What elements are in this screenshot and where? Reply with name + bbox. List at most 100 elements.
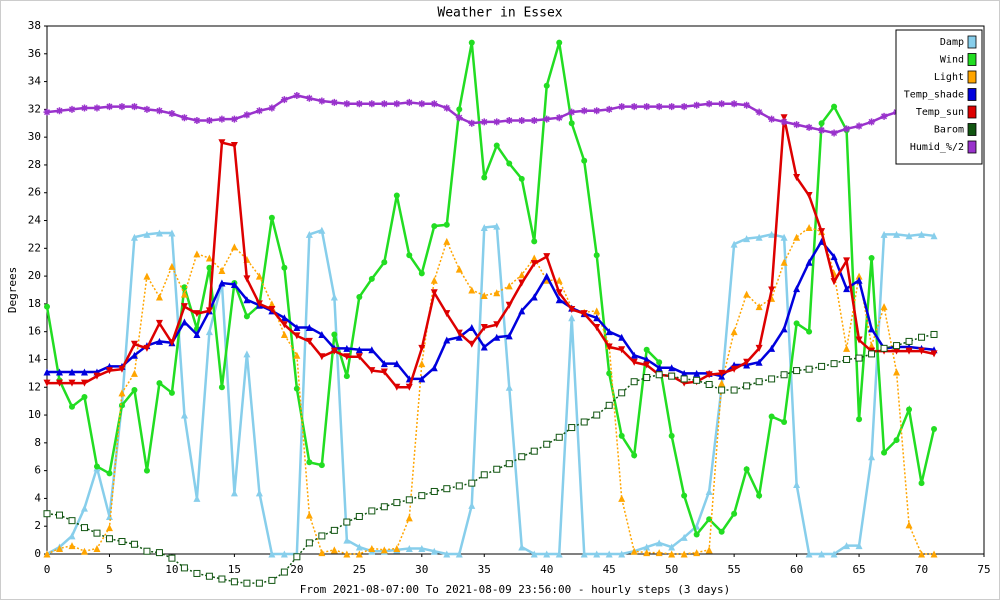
point <box>718 379 726 387</box>
point <box>380 546 388 554</box>
point <box>618 389 626 397</box>
point <box>643 346 650 353</box>
point <box>393 192 400 199</box>
point <box>418 100 426 108</box>
point <box>305 539 313 547</box>
y-tick-label: 30 <box>28 130 41 143</box>
point <box>105 367 113 375</box>
point <box>480 324 488 332</box>
point <box>543 115 551 123</box>
point <box>906 406 913 413</box>
point <box>131 387 138 394</box>
point <box>143 272 151 280</box>
point <box>80 524 88 532</box>
point <box>593 411 601 419</box>
point <box>756 492 763 499</box>
point <box>618 103 626 111</box>
point <box>693 101 701 109</box>
point <box>143 230 151 238</box>
point <box>868 342 876 350</box>
point <box>105 512 113 520</box>
point <box>255 107 263 115</box>
point <box>755 378 763 386</box>
point <box>493 222 501 230</box>
point <box>855 542 863 550</box>
point <box>455 333 463 341</box>
point <box>568 305 576 313</box>
point <box>343 536 351 544</box>
point <box>218 575 226 583</box>
point <box>805 123 813 131</box>
legend-swatch <box>967 70 977 84</box>
point <box>405 496 413 504</box>
point <box>605 550 613 558</box>
point <box>543 272 551 280</box>
point <box>655 364 663 372</box>
point <box>218 139 226 147</box>
point <box>205 116 213 124</box>
point <box>518 543 526 551</box>
point <box>130 540 138 548</box>
point <box>330 546 338 554</box>
point <box>418 544 426 552</box>
point <box>155 549 163 557</box>
point <box>180 318 188 326</box>
point <box>105 524 113 532</box>
point <box>330 98 338 106</box>
point <box>393 100 401 108</box>
point <box>368 100 376 108</box>
point <box>568 120 575 127</box>
point <box>368 367 376 375</box>
point <box>505 282 513 290</box>
point <box>330 293 338 301</box>
point <box>230 578 238 586</box>
x-tick-label: 10 <box>165 563 178 576</box>
point <box>418 270 425 277</box>
x-tick-label: 70 <box>915 563 928 576</box>
x-tick-label: 15 <box>228 563 241 576</box>
point <box>280 568 288 576</box>
point <box>618 432 625 439</box>
point <box>718 528 725 535</box>
point <box>468 501 476 509</box>
point <box>555 289 563 297</box>
point <box>505 301 513 309</box>
point <box>443 310 451 318</box>
point <box>218 384 225 391</box>
series-line <box>47 239 935 381</box>
point <box>306 459 313 466</box>
x-tick-label: 60 <box>790 563 803 576</box>
y-tick-label: 14 <box>28 352 42 365</box>
point <box>555 114 563 122</box>
point <box>168 229 176 237</box>
point <box>831 103 838 110</box>
point <box>730 386 738 394</box>
point <box>455 329 463 337</box>
point <box>706 516 713 523</box>
point <box>656 359 663 366</box>
point <box>218 115 226 123</box>
point <box>843 257 851 265</box>
point <box>105 103 113 111</box>
y-tick-label: 26 <box>28 186 41 199</box>
point <box>68 542 76 550</box>
point <box>318 462 325 469</box>
point <box>830 129 838 137</box>
point <box>718 369 726 377</box>
x-tick-label: 20 <box>290 563 303 576</box>
point <box>643 355 651 363</box>
point <box>780 325 788 333</box>
point <box>468 119 476 127</box>
x-tick-label: 40 <box>540 563 553 576</box>
point <box>843 542 851 550</box>
point <box>731 510 738 517</box>
point <box>68 403 75 410</box>
point <box>780 114 788 122</box>
point <box>818 126 826 134</box>
point <box>430 547 438 555</box>
point <box>355 100 363 108</box>
point <box>843 125 851 133</box>
point <box>856 416 863 423</box>
point <box>268 104 276 112</box>
